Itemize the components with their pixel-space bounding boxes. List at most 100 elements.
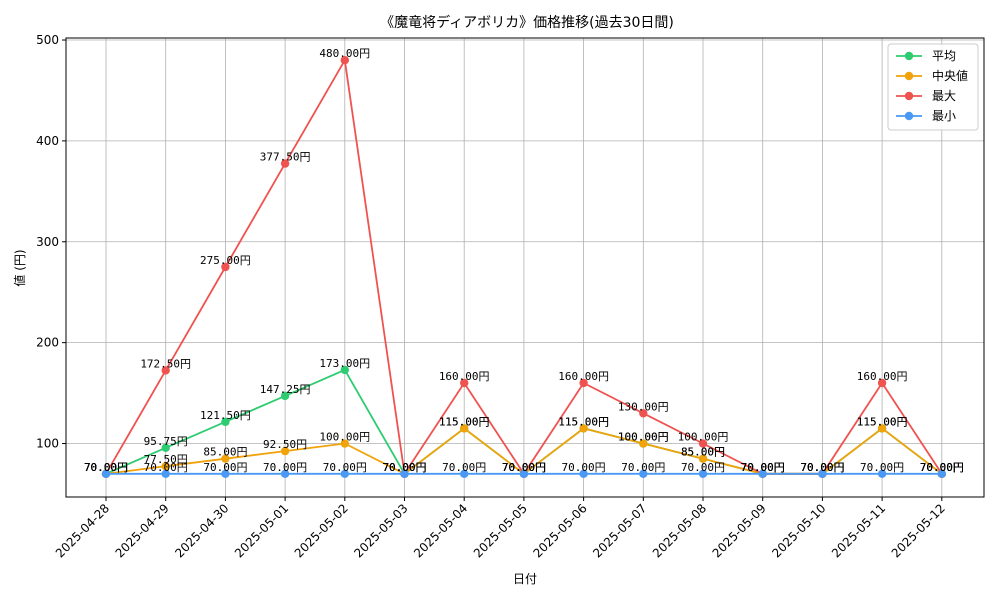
x-tick-label: 2025-05-04 xyxy=(411,501,470,560)
legend-marker xyxy=(904,111,914,121)
data-point xyxy=(460,469,469,478)
data-label: 100.00円 xyxy=(618,431,669,444)
data-point xyxy=(877,469,887,478)
data-label: 70.00円 xyxy=(442,461,486,474)
data-point xyxy=(340,439,349,448)
data-label: 70.00円 xyxy=(382,461,426,474)
data-point xyxy=(639,409,648,418)
data-point xyxy=(698,454,708,463)
data-point xyxy=(579,378,588,388)
x-axis-title: 日付 xyxy=(513,572,537,586)
data-label: 70.00円 xyxy=(84,461,128,474)
x-tick-label: 2025-05-09 xyxy=(710,501,769,560)
x-tick-label: 2025-05-02 xyxy=(292,501,351,560)
data-label: 115.00円 xyxy=(857,415,908,428)
x-tick-label: 2025-05-06 xyxy=(531,501,590,560)
data-label: 95.75円 xyxy=(144,435,188,448)
data-labels: 70.00円 95.75円 121.50円 147.25円 173.00円 70.00円 1… xyxy=(84,47,964,474)
data-label: 70.00円 xyxy=(741,461,785,474)
data-label: 70.00円 xyxy=(323,461,367,474)
data-label: 70.00円 xyxy=(741,461,785,474)
data-point xyxy=(221,454,230,463)
data-label: 70.00円 xyxy=(741,461,785,474)
data-point xyxy=(280,391,290,401)
data-label: 160.00円 xyxy=(857,370,908,383)
y-axis-title: 値 (円) xyxy=(12,249,27,286)
data-label: 70.00円 xyxy=(84,461,128,474)
data-label: 70.00円 xyxy=(382,461,426,474)
x-tick-label: 2025-05-05 xyxy=(471,501,530,560)
data-label: 100.00円 xyxy=(678,431,729,444)
data-label: 70.00円 xyxy=(800,461,844,474)
data-label: 147.25円 xyxy=(260,383,311,396)
series-4 xyxy=(101,469,946,478)
x-tick-label: 2025-05-12 xyxy=(889,501,948,560)
data-label: 70.00円 xyxy=(263,461,307,474)
data-label: 70.00円 xyxy=(84,461,128,474)
data-label: 70.00円 xyxy=(382,461,426,474)
data-point xyxy=(639,439,648,448)
data-point xyxy=(519,469,529,478)
y-tick-label: 200 xyxy=(36,336,59,350)
data-point xyxy=(460,424,469,433)
data-label: 92.50円 xyxy=(263,438,307,451)
data-label: 115.00円 xyxy=(439,415,490,428)
data-point xyxy=(877,424,887,433)
data-point xyxy=(698,439,708,448)
data-point xyxy=(639,469,648,478)
data-label: 173.00円 xyxy=(319,357,370,370)
grid xyxy=(66,38,984,497)
data-label: 70.00円 xyxy=(502,461,546,474)
data-point xyxy=(698,469,708,478)
x-tick-label: 2025-05-03 xyxy=(351,501,410,560)
x-tick-label: 2025-05-08 xyxy=(650,501,709,560)
data-label: 70.00円 xyxy=(920,461,964,474)
data-label: 77.50円 xyxy=(144,453,188,466)
x-tick-label: 2025-04-28 xyxy=(53,501,112,560)
data-point xyxy=(221,417,230,427)
x-tick-label: 2025-05-10 xyxy=(769,501,828,560)
data-point xyxy=(400,469,409,478)
data-point xyxy=(579,424,588,433)
y-tick-label: 400 xyxy=(36,134,59,148)
data-label: 70.00円 xyxy=(681,461,725,474)
data-point xyxy=(161,443,170,453)
data-label: 70.00円 xyxy=(800,461,844,474)
y-tick-label: 500 xyxy=(36,33,59,47)
data-point xyxy=(460,378,469,388)
data-point xyxy=(161,469,170,478)
data-label: 70.00円 xyxy=(382,461,426,474)
series-layer xyxy=(101,55,946,478)
data-point xyxy=(877,378,887,388)
x-tick-label: 2025-04-29 xyxy=(113,501,172,560)
data-label: 70.00円 xyxy=(800,461,844,474)
data-point xyxy=(818,469,827,478)
legend-label: 平均 xyxy=(932,49,956,63)
data-label: 70.00円 xyxy=(502,461,546,474)
data-label: 115.00円 xyxy=(857,415,908,428)
data-point xyxy=(280,446,290,456)
data-point xyxy=(280,469,290,478)
data-label: 160.00円 xyxy=(558,370,609,383)
data-label: 160.00円 xyxy=(439,370,490,383)
data-label: 85.00円 xyxy=(203,446,247,459)
data-label: 70.00円 xyxy=(562,461,606,474)
data-label: 172.50円 xyxy=(140,357,191,370)
data-label: 85.00円 xyxy=(681,446,725,459)
chart-title: 《魔竜将ディアボリカ》価格推移(過去30日間) xyxy=(380,14,674,31)
data-label: 100.00円 xyxy=(618,431,669,444)
x-tick-label: 2025-05-07 xyxy=(590,501,649,560)
x-tick-label: 2025-05-01 xyxy=(232,501,291,560)
data-point xyxy=(161,462,170,471)
data-label: 70.00円 xyxy=(502,461,546,474)
data-label: 480.00円 xyxy=(319,47,370,60)
data-point xyxy=(101,469,111,478)
y-tick-label: 100 xyxy=(36,437,59,451)
data-label: 115.00円 xyxy=(439,415,490,428)
data-point xyxy=(340,55,349,65)
legend-marker xyxy=(904,91,914,101)
data-label: 70.00円 xyxy=(84,461,128,474)
legend-marker xyxy=(904,51,914,61)
